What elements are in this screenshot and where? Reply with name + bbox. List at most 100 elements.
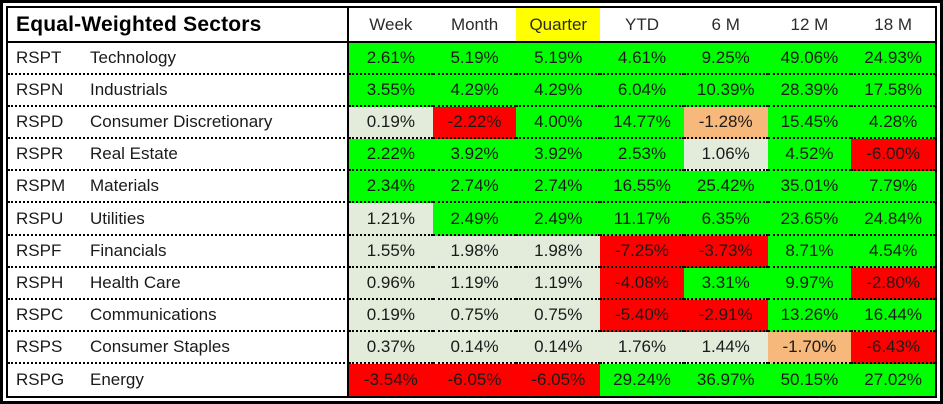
- value-cell: -6.05%: [516, 363, 601, 397]
- value-cell: 3.92%: [432, 139, 517, 172]
- sector-name-label: Technology: [90, 48, 177, 68]
- header-row: Equal-Weighted Sectors Week Month Quarter Y…: [8, 8, 935, 43]
- value-cell: 1.21%: [349, 203, 433, 236]
- column-header-quarter: Quarter: [516, 8, 601, 43]
- value-cell: 49.06%: [767, 43, 852, 76]
- value-cell: 0.37%: [349, 331, 433, 364]
- value-cell: 4.61%: [600, 43, 684, 76]
- value-cell: 50.15%: [767, 363, 852, 397]
- value-cell: 1.98%: [432, 235, 517, 268]
- value-cell: 7.79%: [851, 171, 935, 204]
- value-cell: 1.06%: [683, 139, 768, 172]
- ticker-label: RSPN: [16, 80, 64, 100]
- value-cell: 2.74%: [516, 171, 601, 204]
- table-row: RSPS Consumer Staples 0.37% 0.14% 0.14% 1.76%…: [8, 331, 935, 364]
- value-cell: 0.14%: [432, 331, 517, 364]
- value-cell: 5.19%: [432, 43, 517, 76]
- value-cell: 2.49%: [432, 203, 517, 236]
- sector-name-label: Materials: [90, 176, 159, 196]
- value-cell: 1.98%: [516, 235, 601, 268]
- value-cell: -1.70%: [767, 331, 852, 364]
- value-cell: 10.39%: [683, 75, 768, 108]
- value-cell: 3.55%: [349, 75, 433, 108]
- value-cell: 8.71%: [767, 235, 852, 268]
- value-cell: 2.34%: [349, 171, 433, 204]
- ticker-label: RSPM: [16, 176, 66, 196]
- table-row: RSPF Financials 1.55% 1.98% 1.98% -7.25% -3.73…: [8, 235, 935, 268]
- value-cell: 0.19%: [349, 299, 433, 332]
- value-cell: 4.29%: [432, 75, 517, 108]
- table-row: RSPM Materials 2.34% 2.74% 2.74% 16.55% 25.42%…: [8, 171, 935, 204]
- row-label-cell: RSPR Real Estate: [8, 139, 349, 172]
- row-label-cell: RSPU Utilities: [8, 203, 349, 236]
- value-cell: 11.17%: [600, 203, 684, 236]
- sector-name-label: Industrials: [90, 80, 168, 100]
- value-cell: 27.02%: [851, 363, 935, 397]
- table-row: RSPU Utilities 1.21% 2.49% 2.49% 11.17% 6.35% 2…: [8, 203, 935, 236]
- value-cell: 5.19%: [516, 43, 601, 76]
- table-row: RSPC Communications 0.19% 0.75% 0.75% -5.40% -…: [8, 299, 935, 332]
- column-header-month: Month: [432, 8, 517, 43]
- value-cell: 1.19%: [516, 267, 601, 300]
- value-cell: 35.01%: [767, 171, 852, 204]
- value-cell: 24.93%: [851, 43, 935, 76]
- value-cell: 29.24%: [600, 363, 684, 397]
- column-header-6-m: 6 M: [683, 8, 768, 43]
- value-cell: 6.04%: [600, 75, 684, 108]
- ticker-label: RSPD: [16, 112, 64, 132]
- row-label-cell: RSPG Energy: [8, 363, 349, 397]
- column-header-18-m: 18 M: [851, 8, 935, 43]
- value-cell: 9.97%: [767, 267, 852, 300]
- value-cell: -2.91%: [683, 299, 768, 332]
- value-cell: 36.97%: [683, 363, 768, 397]
- value-cell: -6.05%: [432, 363, 517, 397]
- row-label-cell: RSPF Financials: [8, 235, 349, 268]
- value-cell: 6.35%: [683, 203, 768, 236]
- table-row: RSPG Energy -3.54% -6.05% -6.05% 29.24% 36.97%…: [8, 363, 935, 397]
- ticker-label: RSPS: [16, 336, 63, 356]
- sector-name-label: Real Estate: [90, 144, 178, 164]
- value-cell: 1.76%: [600, 331, 684, 364]
- row-label-cell: RSPH Health Care: [8, 267, 349, 300]
- row-label-cell: RSPC Communications: [8, 299, 349, 332]
- value-cell: -6.00%: [851, 139, 935, 172]
- value-cell: 14.77%: [600, 107, 684, 140]
- sector-name-label: Communications: [90, 304, 217, 324]
- value-cell: 0.14%: [516, 331, 601, 364]
- row-label-cell: RSPD Consumer Discretionary: [8, 107, 349, 140]
- sector-name-label: Health Care: [90, 272, 181, 292]
- value-cell: -1.28%: [683, 107, 768, 140]
- value-cell: 23.65%: [767, 203, 852, 236]
- value-cell: 16.44%: [851, 299, 935, 332]
- column-header-week: Week: [349, 8, 433, 43]
- value-cell: 24.84%: [851, 203, 935, 236]
- value-cell: 3.31%: [683, 267, 768, 300]
- value-cell: 15.45%: [767, 107, 852, 140]
- table-row: RSPH Health Care 0.96% 1.19% 1.19% -4.08% 3.31…: [8, 267, 935, 300]
- value-cell: -6.43%: [851, 331, 935, 364]
- row-label-cell: RSPS Consumer Staples: [8, 331, 349, 364]
- sector-name-label: Energy: [90, 369, 144, 389]
- value-cell: 0.19%: [349, 107, 433, 140]
- value-cell: 2.53%: [600, 139, 684, 172]
- value-cell: -3.73%: [683, 235, 768, 268]
- ticker-label: RSPH: [16, 272, 64, 292]
- value-cell: 4.29%: [516, 75, 601, 108]
- value-cell: -5.40%: [600, 299, 684, 332]
- value-cell: 28.39%: [767, 75, 852, 108]
- sector-name-label: Utilities: [90, 208, 145, 228]
- value-cell: 1.19%: [432, 267, 517, 300]
- sector-name-label: Consumer Staples: [90, 336, 230, 356]
- table-row: RSPN Industrials 3.55% 4.29% 4.29% 6.04% 10.39…: [8, 75, 935, 108]
- column-header-12-m: 12 M: [767, 8, 852, 43]
- ticker-label: RSPF: [16, 240, 62, 260]
- value-cell: 2.74%: [432, 171, 517, 204]
- value-cell: -3.54%: [349, 363, 433, 397]
- value-cell: 0.75%: [516, 299, 601, 332]
- sector-name-label: Financials: [90, 240, 167, 260]
- ticker-label: RSPC: [16, 304, 64, 324]
- row-label-cell: RSPT Technology: [8, 43, 349, 76]
- value-cell: -7.25%: [600, 235, 684, 268]
- value-cell: 2.49%: [516, 203, 601, 236]
- table-row: RSPD Consumer Discretionary 0.19% -2.22% 4.0…: [8, 107, 935, 140]
